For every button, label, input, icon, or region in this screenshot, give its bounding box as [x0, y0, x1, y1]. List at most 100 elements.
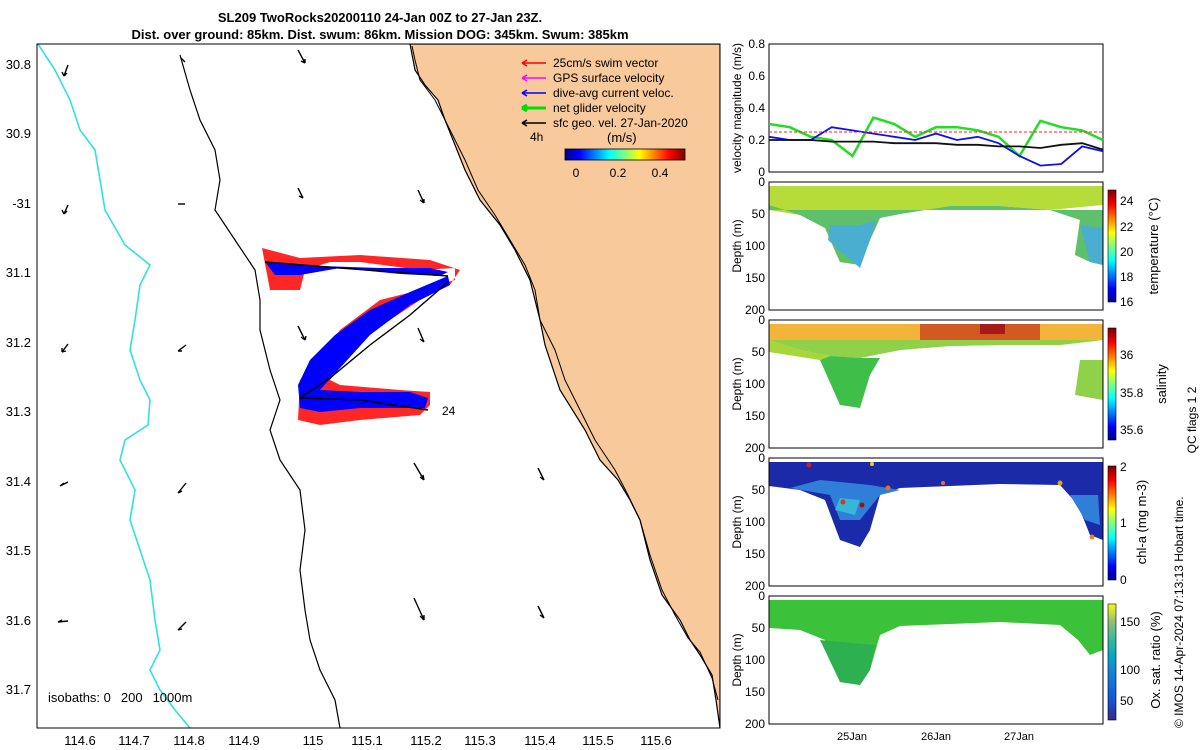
sal-ytick: 200	[745, 441, 765, 455]
colorbar-title: (m/s)	[607, 130, 637, 145]
legend-label: 25cm/s swim vector	[553, 56, 658, 70]
ox-cbtick: 100	[1120, 663, 1140, 677]
vel-ytick: 0	[758, 165, 765, 179]
ox-ylabel: Depth (m)	[730, 633, 744, 686]
chla-ylabel: Depth (m)	[730, 495, 744, 548]
vel-ylabel: velocity magnitude (m/s)	[730, 43, 744, 173]
map-xtick: 114.7	[118, 733, 150, 748]
isobaths-legend: isobaths: 0 200 1000m	[48, 690, 202, 705]
time-tick: 25Jan	[837, 731, 867, 743]
sal-ytick: 100	[745, 377, 765, 391]
salinity-panel: 0 50 100 150 200 Depth (m) 36 35.8 35.6 …	[730, 313, 1169, 455]
chla-ytick: 100	[745, 515, 765, 529]
map-x-axis: 114.6 114.7 114.8 114.9 115 115.1 115.2 …	[64, 733, 672, 748]
legend-label: GPS surface velocity	[553, 71, 664, 85]
temp-cbtick: 22	[1120, 220, 1134, 234]
map-colorbar-ticks: 0 0.2 0.4	[573, 166, 669, 180]
legend-label: sfc geo. vel. 27-Jan-2020	[553, 116, 688, 130]
map-xtick: 115.2	[410, 733, 442, 748]
map-colorbar	[564, 148, 686, 161]
figure-title-line2: Dist. over ground: 85km. Dist. swum: 86k…	[131, 27, 629, 42]
chla-panel: 0 50 100 150 200 Depth (m) 2 1 0 chl-a (…	[730, 451, 1149, 593]
vel-series-line	[768, 116, 1104, 158]
time-tick: 26Jan	[921, 731, 951, 743]
isobath-200-label: 200	[120, 690, 143, 705]
ox-ytick: 0	[758, 589, 765, 603]
chla-ytick: 0	[758, 451, 765, 465]
qc-flags-label: QC flags 1 2	[1185, 386, 1199, 453]
vel-ytick: 0.6	[748, 69, 765, 83]
ox-cbtick: 50	[1120, 694, 1134, 708]
map-xtick: 114.8	[173, 733, 205, 748]
temp-ylabel: Depth (m)	[730, 219, 744, 272]
map-xtick: 115.6	[640, 733, 672, 748]
map-xtick: 115.4	[524, 733, 556, 748]
track-start-label: 24	[442, 404, 456, 418]
isobath-1000-label: 1000m	[152, 690, 193, 705]
map-ytick: 31.2	[6, 335, 31, 350]
oxygen-panel: 0 50 100 150 200 Depth (m) 150 100 50 Ox…	[730, 589, 1163, 731]
vel-ytick: 0.8	[748, 37, 765, 51]
map-y-axis: 30.8 30.9 -31 31.1 31.2 31.3 31.4 31.5 3…	[6, 57, 31, 697]
temp-cbtick: 16	[1120, 295, 1134, 309]
temp-ytick: 150	[745, 271, 765, 285]
chla-ytick: 150	[745, 547, 765, 561]
map-ytick: 31.4	[6, 474, 31, 489]
temp-cblabel: temperature (°C)	[1146, 198, 1161, 295]
credit: © IMOS 14-Apr-2024 07:13:13 Hobart time.	[1172, 496, 1186, 728]
isobaths-label: isobaths: 0	[48, 690, 111, 705]
sal-cbtick: 36	[1120, 348, 1134, 362]
isobath-200m	[179, 54, 341, 728]
glider-track	[262, 248, 460, 425]
sal-ytick: 150	[745, 409, 765, 423]
vel-series-line	[769, 139, 1104, 151]
map-ytick: 30.9	[6, 126, 31, 141]
isobath-1000m	[37, 44, 191, 728]
map-xtick: 115.5	[582, 733, 614, 748]
velocity-panel: 0 0.2 0.4 0.6 0.8 velocity magnitude (m/…	[730, 37, 1104, 724]
temp-ytick: 50	[752, 207, 766, 221]
map-xtick: 114.6	[64, 733, 96, 748]
map-xtick: 114.9	[228, 733, 260, 748]
chla-cbtick: 1	[1120, 516, 1127, 530]
sal-ytick: 50	[752, 345, 766, 359]
ox-ytick: 50	[752, 621, 766, 635]
sal-cbtick: 35.6	[1120, 423, 1144, 437]
chla-ytick: 200	[745, 579, 765, 593]
temperature-panel: 0 50 100 150 200 Depth (m) 24 22 20 18 1…	[730, 175, 1161, 317]
chla-cblabel: chl-a (mg m-3)	[1134, 480, 1149, 565]
map-xtick: 115.1	[351, 733, 383, 748]
isobath-0m	[411, 45, 719, 701]
sal-cblabel: salinity	[1154, 364, 1169, 404]
temp-ytick: 100	[745, 239, 765, 253]
vel-ytick: 0.4	[748, 101, 765, 115]
legend-label: dive-avg current veloc.	[553, 86, 674, 100]
sal-ytick: 0	[758, 313, 765, 327]
ox-cblabel: Ox. sat. ratio (%)	[1148, 611, 1163, 709]
map-ytick: 31.6	[6, 613, 31, 628]
temp-ytick: 0	[758, 175, 765, 189]
vel-series-line	[768, 126, 1104, 167]
legend-labels: 25cm/s swim vector GPS surface velocity …	[553, 56, 688, 130]
map-xtick: 115.3	[464, 733, 496, 748]
chla-cbtick: 0	[1120, 573, 1127, 587]
temp-cbtick: 24	[1120, 194, 1134, 208]
temp-cbtick: 18	[1120, 270, 1134, 284]
chla-ytick: 50	[752, 483, 766, 497]
ox-cbtick: 150	[1120, 615, 1140, 629]
colorbar-tick: 0.4	[652, 166, 669, 180]
colorbar-tick: 0.2	[610, 166, 627, 180]
map-ytick: 31.7	[6, 682, 31, 697]
ox-ytick: 150	[745, 685, 765, 699]
time-tick: 27Jan	[1004, 731, 1034, 743]
sfc-geo-velocity-arrows	[57, 49, 545, 631]
time-axis: 25Jan 26Jan 27Jan	[837, 731, 1034, 743]
sal-ylabel: Depth (m)	[730, 357, 744, 410]
legend-arrows	[521, 59, 546, 127]
map-ytick: 31.5	[6, 543, 31, 558]
sal-cbtick: 35.8	[1120, 386, 1144, 400]
label-4h: 4h	[530, 130, 543, 144]
figure-title-line1: SL209 TwoRocks20200110 24-Jan 00Z to 27-…	[217, 10, 543, 25]
vel-ytick: 0.2	[748, 133, 765, 147]
